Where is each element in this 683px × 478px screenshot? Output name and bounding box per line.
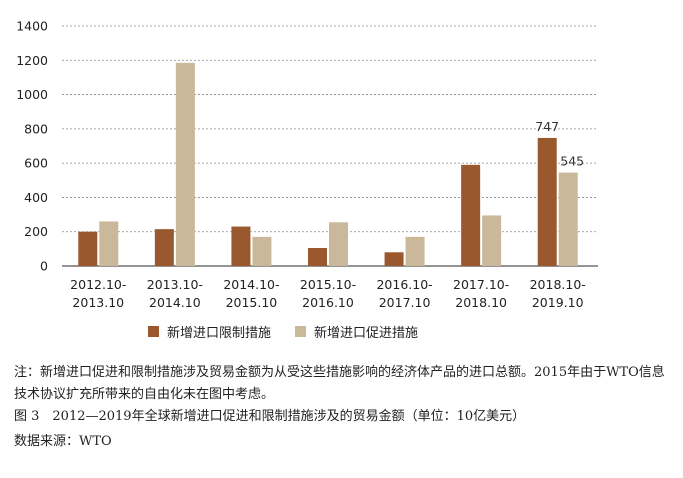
y-tick-label: 400	[24, 190, 48, 205]
x-tick-label: 2018.10-	[530, 277, 586, 292]
bar-chart: 0 200 400 600 800 1000 1200 1400 2012.10- 2013.10…	[16, 19, 598, 310]
y-tick-label: 1000	[16, 87, 48, 102]
chart-legend: 新增进口限制措施 新增进口促进措施	[148, 322, 442, 341]
bar-promote	[99, 221, 119, 266]
data-label: 747	[535, 119, 559, 134]
data-label: 545	[560, 154, 584, 169]
x-tick-label: 2016.10	[302, 295, 354, 310]
bar-promote	[175, 62, 195, 266]
legend-label-promote: 新增进口促进措施	[314, 326, 419, 341]
bar-promote	[558, 172, 578, 266]
x-tick-label: 2015.10	[226, 295, 278, 310]
bar-restrict	[154, 229, 174, 266]
bar-restrict	[78, 231, 98, 266]
bar-promote	[482, 215, 502, 266]
x-tick-label: 2017.10	[379, 295, 431, 310]
x-tick-label: 2012.10-	[70, 277, 126, 292]
x-tick-label: 2018.10	[455, 295, 507, 310]
bar-restrict	[537, 137, 557, 266]
x-tick-label: 2017.10-	[453, 277, 509, 292]
bar-restrict	[461, 164, 481, 266]
bar-promote	[329, 222, 348, 266]
bar-restrict	[384, 252, 404, 266]
x-tick-label: 2014.10-	[223, 277, 279, 292]
y-tick-label: 1200	[16, 53, 48, 68]
legend-swatch-restrict	[148, 326, 159, 337]
y-tick-label: 0	[40, 259, 48, 274]
chart-note: 注：新增进口促进和限制措施涉及贸易金额为从受这些措施影响的经济体产品的进口总额。…	[14, 365, 665, 402]
legend-item-promote: 新增进口促进措施	[295, 322, 418, 341]
y-tick-label: 600	[24, 156, 48, 171]
legend-label-restrict: 新增进口限制措施	[167, 326, 272, 341]
data-source: 数据来源：WTO	[14, 434, 112, 449]
bar-restrict	[308, 248, 327, 266]
x-tick-label: 2015.10-	[300, 277, 356, 292]
bar-promote	[405, 236, 425, 266]
x-tick-label: 2014.10	[149, 295, 201, 310]
x-tick-label: 2016.10-	[376, 277, 432, 292]
y-tick-label: 800	[24, 121, 48, 136]
legend-swatch-promote	[295, 326, 307, 337]
bar-restrict	[231, 226, 251, 266]
x-tick-label: 2019.10	[532, 295, 584, 310]
y-tick-label: 1400	[16, 19, 48, 34]
figure-caption: 图 3 2012—2019年全球新增进口促进和限制措施涉及的贸易金额（单位：10…	[14, 409, 526, 424]
y-tick-label: 200	[24, 224, 48, 239]
x-tick-label: 2013.10-	[147, 277, 203, 292]
legend-item-restrict: 新增进口限制措施	[148, 322, 271, 341]
bar-promote	[252, 236, 272, 266]
x-tick-label: 2013.10	[72, 295, 124, 310]
